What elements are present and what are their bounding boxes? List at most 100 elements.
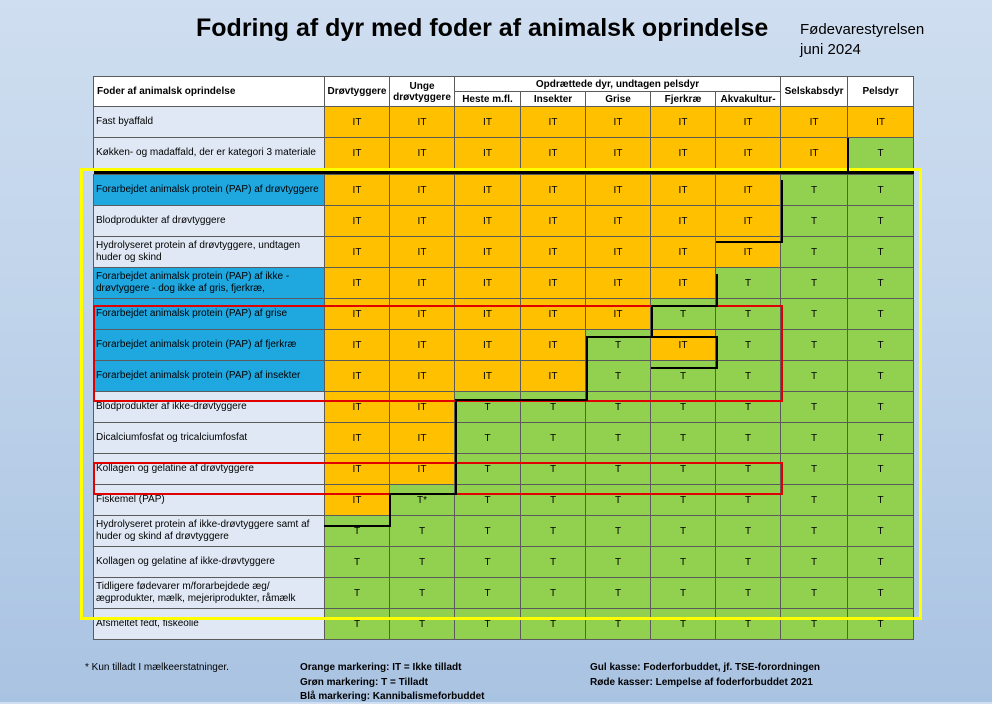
status-cell: IT bbox=[780, 106, 849, 138]
status-cell: T bbox=[454, 391, 521, 423]
status-cell: IT bbox=[714, 106, 782, 138]
status-cell: IT bbox=[389, 391, 455, 423]
column-header-unge-drovtyggere: Unge drøvtyggere bbox=[389, 76, 455, 107]
column-header-fjerkrae: Fjerkræ bbox=[650, 91, 716, 107]
status-cell: IT bbox=[714, 137, 782, 169]
status-cell: IT bbox=[520, 137, 586, 169]
row-label: Blodprodukter af drøvtyggere bbox=[93, 205, 325, 237]
table-row: Tidligere fødevarer m/forarbejdede æg/ æ… bbox=[93, 577, 915, 609]
status-cell: T bbox=[714, 546, 782, 578]
row-label: Forarbejdet animalsk protein (PAP) af fj… bbox=[93, 329, 325, 361]
status-cell: IT bbox=[520, 106, 586, 138]
status-cell: T bbox=[847, 137, 915, 169]
table-row: Dicalciumfosfat og tricalciumfosfat IT IT T… bbox=[93, 422, 915, 454]
row-label: Hydrolyseret protein af ikke-drøvtyggere… bbox=[93, 515, 325, 547]
status-cell: IT bbox=[454, 137, 521, 169]
status-cell: T bbox=[847, 608, 915, 640]
status-cell: IT bbox=[324, 106, 390, 138]
status-cell: T bbox=[780, 174, 849, 206]
status-cell: IT bbox=[650, 174, 716, 206]
status-cell: IT bbox=[520, 360, 586, 392]
status-cell: T bbox=[520, 546, 586, 578]
status-cell: T bbox=[780, 577, 849, 609]
status-cell: IT bbox=[389, 360, 455, 392]
status-cell: T bbox=[714, 298, 782, 330]
status-cell: IT bbox=[520, 174, 586, 206]
table-row: Fiskemel (PAP) IT T* T T T T T T T bbox=[93, 484, 915, 516]
status-cell: T bbox=[454, 515, 521, 547]
status-cell: IT bbox=[324, 360, 390, 392]
status-cell: T bbox=[847, 391, 915, 423]
status-cell: T bbox=[714, 453, 782, 485]
table-row: Forarbejdet animalsk protein (PAP) af ik… bbox=[93, 267, 915, 299]
status-cell: IT bbox=[650, 267, 716, 299]
status-cell: IT bbox=[389, 298, 455, 330]
status-cell: IT bbox=[520, 236, 586, 268]
status-cell: T bbox=[389, 577, 455, 609]
status-cell: T bbox=[847, 422, 915, 454]
status-cell: T bbox=[454, 453, 521, 485]
feed-rules-table: Foder af animalsk oprindelse Drøvtyggere… bbox=[93, 76, 915, 640]
row-label: Fiskemel (PAP) bbox=[93, 484, 325, 516]
status-cell: T bbox=[847, 515, 915, 547]
legend-green: Grøn markering: T = Tilladt bbox=[300, 677, 428, 688]
column-header-pelsdyr: Pelsdyr bbox=[847, 76, 915, 107]
column-header-akvakultur: Akvakultur- bbox=[714, 91, 782, 107]
status-cell: IT bbox=[585, 236, 651, 268]
status-cell: IT bbox=[324, 236, 390, 268]
separator-bar bbox=[93, 168, 914, 175]
row-label: Fast byaffald bbox=[93, 106, 325, 138]
row-label: Tidligere fødevarer m/forarbejdede æg/ æ… bbox=[93, 577, 325, 609]
row-label: Køkken- og madaffald, der er kategori 3 … bbox=[93, 137, 325, 169]
status-cell: T bbox=[780, 484, 849, 516]
status-cell: IT bbox=[585, 298, 651, 330]
status-cell: T bbox=[520, 577, 586, 609]
legend-blue: Blå markering: Kannibalismeforbuddet bbox=[300, 691, 485, 702]
status-cell: IT bbox=[324, 205, 390, 237]
status-cell: IT bbox=[454, 360, 521, 392]
status-cell: T bbox=[714, 360, 782, 392]
publication-date: juni 2024 bbox=[800, 41, 861, 58]
status-cell: IT bbox=[454, 205, 521, 237]
status-cell: IT bbox=[650, 205, 716, 237]
status-cell: T bbox=[389, 515, 455, 547]
status-cell: T bbox=[454, 546, 521, 578]
status-cell: T bbox=[324, 608, 390, 640]
status-cell: T bbox=[585, 453, 651, 485]
row-label: Blodprodukter af ikke-drøvtyggere bbox=[93, 391, 325, 423]
status-cell: T bbox=[454, 608, 521, 640]
row-label: Forarbejdet animalsk protein (PAP) af in… bbox=[93, 360, 325, 392]
column-group-header: Opdrættede dyr, undtagen pelsdyr bbox=[453, 76, 782, 92]
row-label: Afsmeltet fedt, fiskeolie bbox=[93, 608, 325, 640]
row-label: Forarbejdet animalsk protein (PAP) af gr… bbox=[93, 298, 325, 330]
column-header-heste: Heste m.fl. bbox=[454, 91, 521, 107]
table-row: Køkken- og madaffald, der er kategori 3 … bbox=[93, 137, 915, 169]
status-cell: T bbox=[520, 391, 586, 423]
status-cell: T bbox=[780, 298, 849, 330]
table-row: Afsmeltet fedt, fiskeolie T T T T T T T T T bbox=[93, 608, 915, 640]
legend-orange: Orange markering: IT = Ikke tilladt bbox=[300, 662, 462, 673]
status-cell: T bbox=[847, 267, 915, 299]
status-cell: IT bbox=[847, 106, 915, 138]
column-header-drovtyggere: Drøvtyggere bbox=[324, 76, 390, 107]
status-cell: T bbox=[650, 608, 716, 640]
table-row: Forarbejdet animalsk protein (PAP) af fj… bbox=[93, 329, 915, 361]
table-row: Kollagen og gelatine af drøvtyggere IT IT T… bbox=[93, 453, 915, 485]
status-cell: IT bbox=[324, 391, 390, 423]
status-cell: T bbox=[650, 453, 716, 485]
status-cell: IT bbox=[714, 205, 782, 237]
table-row: Blodprodukter af ikke-drøvtyggere IT IT T T T… bbox=[93, 391, 915, 423]
row-label: Dicalciumfosfat og tricalciumfosfat bbox=[93, 422, 325, 454]
status-cell: T bbox=[585, 608, 651, 640]
legend-red: Røde kasser: Lempelse af foderforbuddet … bbox=[590, 677, 813, 688]
status-cell: T bbox=[780, 360, 849, 392]
status-cell: IT bbox=[454, 329, 521, 361]
status-cell: IT bbox=[324, 453, 390, 485]
status-cell: IT bbox=[389, 205, 455, 237]
status-cell: T bbox=[650, 391, 716, 423]
table-row: Forarbejdet animalsk protein (PAP) af dr… bbox=[93, 174, 915, 206]
status-cell: T bbox=[454, 422, 521, 454]
status-cell: IT bbox=[650, 236, 716, 268]
status-cell: T bbox=[520, 484, 586, 516]
status-cell: T bbox=[389, 608, 455, 640]
